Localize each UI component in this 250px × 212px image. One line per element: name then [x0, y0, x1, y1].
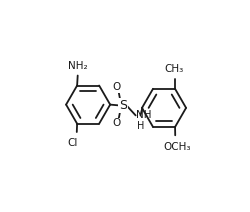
- Text: S: S: [119, 99, 127, 112]
- Text: O: O: [112, 82, 121, 92]
- Text: NH: NH: [136, 110, 152, 120]
- Text: O: O: [112, 118, 121, 128]
- Text: Cl: Cl: [67, 138, 78, 148]
- Text: NH₂: NH₂: [68, 61, 88, 71]
- Text: CH₃: CH₃: [164, 64, 184, 74]
- Text: H: H: [137, 121, 144, 131]
- Text: OCH₃: OCH₃: [163, 142, 191, 152]
